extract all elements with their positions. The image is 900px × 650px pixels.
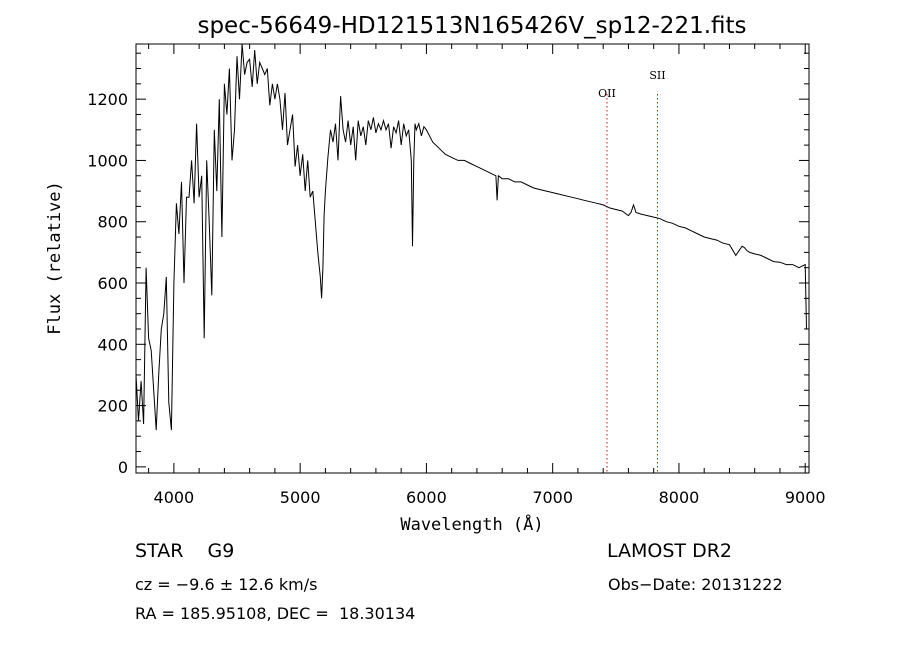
spectrum-chart: spec-56649-HD121513N165426V_sp12-221.fit… bbox=[45, 13, 826, 535]
x-axis: 4000 5000 6000 7000 8000 9000 bbox=[148, 44, 826, 507]
x-axis-label: Wavelength (Å) bbox=[400, 513, 543, 535]
y-axis-label: Flux (relative) bbox=[45, 181, 65, 335]
observation-date: Obs−Date: 20131222 bbox=[608, 575, 783, 594]
plot-frame bbox=[135, 43, 810, 474]
marker-label-sii: SII bbox=[649, 69, 665, 82]
x-tick-label: 4000 bbox=[154, 488, 195, 507]
series-group bbox=[135, 43, 807, 431]
x-tick-label: 5000 bbox=[280, 488, 321, 507]
x-tick-label: 6000 bbox=[406, 488, 447, 507]
sky-coordinates: RA = 185.95108, DEC = 18.30134 bbox=[135, 604, 416, 623]
redshift-velocity: cz = −9.6 ± 12.6 km/s bbox=[135, 575, 318, 594]
x-tick-label: 8000 bbox=[659, 488, 700, 507]
object-class: STAR G9 bbox=[135, 540, 235, 562]
chart-title: spec-56649-HD121513N165426V_sp12-221.fit… bbox=[197, 13, 746, 39]
y-axis: 0 200 400 600 800 1000 1200 bbox=[87, 52, 809, 477]
marker-label-oii: OII bbox=[598, 87, 616, 100]
x-tick-label: 9000 bbox=[785, 488, 826, 507]
y-tick-label: 0 bbox=[118, 458, 128, 477]
line-markers: OII SII bbox=[598, 69, 666, 473]
spectrum-line-0 bbox=[135, 43, 807, 431]
y-tick-label: 400 bbox=[97, 335, 128, 354]
x-tick-label: 7000 bbox=[532, 488, 573, 507]
y-tick-label: 200 bbox=[97, 397, 128, 416]
y-tick-label: 1200 bbox=[87, 90, 128, 109]
y-tick-label: 1000 bbox=[87, 151, 128, 170]
y-tick-label: 600 bbox=[97, 274, 128, 293]
y-tick-label: 800 bbox=[97, 213, 128, 232]
survey-name: LAMOST DR2 bbox=[607, 540, 732, 562]
